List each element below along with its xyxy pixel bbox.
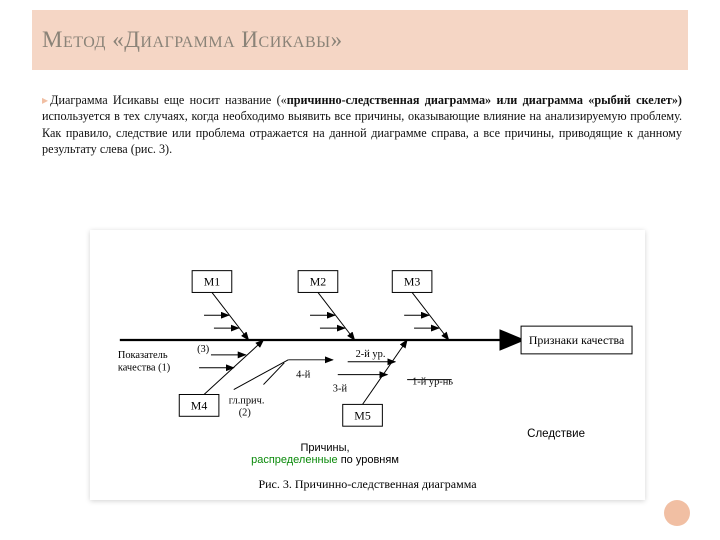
causes-line2a: распределенные [251,454,338,466]
slide: Метод «Диаграмма Исикавы» ▸Диаграмма Иси… [0,0,720,540]
bullet-icon: ▸ [42,93,48,107]
lbl-glprich2: (2) [239,407,251,418]
diagram-panel: Признаки качества Показатель качества (1… [90,230,645,500]
lbl-lvl4: 4-й [296,370,311,381]
para-lead: Диаграмма Исикавы еще носит название (« [50,93,287,107]
caption-figure: Рис. 3. Причинно-следственная диаграмма [90,477,645,492]
m2-label: M2 [310,275,327,289]
para-bold: причинно-следственная диаграмма» или диа… [287,93,682,107]
bone-M2: M2 [298,271,354,340]
m3-label: M3 [404,275,421,289]
lbl-lvl2: 2-й ур. [356,349,386,360]
bone-M3: M3 [392,271,448,340]
title-band: Метод «Диаграмма Исикавы» [32,10,688,70]
result-label: Признаки качества [529,333,625,347]
m5-label: M5 [354,408,371,422]
para-tail: используется в тех случаях, когда необхо… [42,109,682,156]
slide-title: Метод «Диаграмма Исикавы» [42,27,343,53]
caption-causes: Причины, распределенные по уровням [240,442,410,466]
lbl-lvl1: 1-й ур-нь [412,377,453,388]
caption-effect: Следствие [527,428,585,440]
body-paragraph: ▸Диаграмма Исикавы еще носит название («… [42,92,682,158]
indicator-line2: качества (1) [118,363,170,374]
slide-number-badge [664,500,690,526]
m1-label: M1 [204,275,221,289]
causes-line1: Причины, [300,442,349,454]
bone-M1: M1 [192,271,248,340]
lbl-three: (3) [197,344,209,355]
lbl-lvl3: 3-й [333,384,348,395]
m4-label: M4 [191,398,208,412]
lbl-glprich1: гл.прич. [229,395,265,406]
indicator-line1: Показатель [118,350,168,361]
fishbone-svg: Признаки качества Показатель качества (1… [100,240,635,440]
causes-line2b: по уровням [338,454,399,466]
